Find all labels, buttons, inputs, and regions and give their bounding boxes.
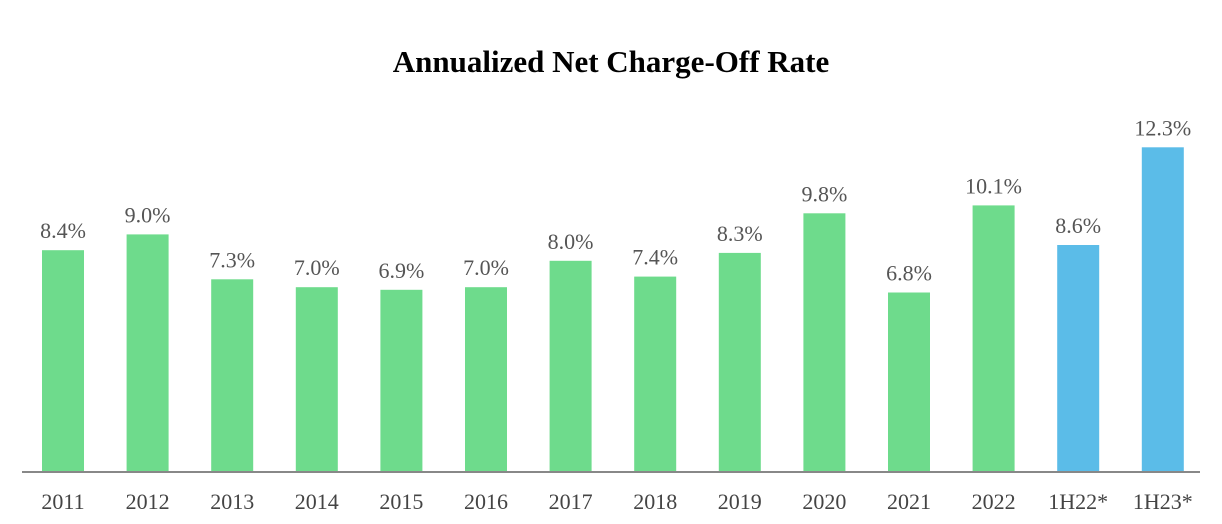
data-label: 9.0%: [125, 202, 171, 227]
x-tick-label: 2013: [210, 489, 254, 514]
bar-2014: [295, 287, 338, 472]
bar-2018: [634, 276, 677, 472]
bar-2017: [549, 260, 592, 472]
bar-2013: [211, 279, 254, 472]
x-tick-label: 2015: [379, 489, 423, 514]
data-label: 10.1%: [965, 173, 1022, 198]
data-label: 8.0%: [548, 229, 594, 254]
x-tick-label: 1H23*: [1133, 489, 1193, 514]
bar-2022: [972, 205, 1015, 472]
x-tick-label: 2020: [802, 489, 846, 514]
data-label: 12.3%: [1134, 115, 1191, 140]
x-tick-label: 2011: [41, 489, 84, 514]
bar-2015: [380, 289, 423, 472]
bar-2021: [888, 292, 930, 472]
data-label: 7.3%: [209, 247, 255, 272]
bar-2016: [465, 287, 507, 472]
data-label: 7.4%: [632, 245, 678, 270]
x-tick-label: 2017: [549, 489, 593, 514]
bar-1h23: [1141, 147, 1184, 473]
x-tick-label: 1H22*: [1048, 489, 1108, 514]
chart-title: Annualized Net Charge-Off Rate: [392, 44, 830, 79]
bar-2020: [803, 213, 846, 473]
bar-2012: [126, 234, 169, 472]
x-tick-label: 2018: [633, 489, 677, 514]
bar-2011: [42, 250, 84, 472]
bar-1h22: [1057, 245, 1100, 472]
data-label: 8.3%: [717, 221, 763, 246]
x-tick-label: 2019: [718, 489, 762, 514]
data-label: 8.4%: [40, 218, 86, 243]
x-tick-label: 2021: [887, 489, 931, 514]
x-tick-label: 2016: [464, 489, 508, 514]
x-tick-label: 2012: [126, 489, 170, 514]
x-tick-label: 2022: [972, 489, 1016, 514]
data-label: 8.6%: [1055, 213, 1101, 238]
data-label: 7.0%: [294, 255, 340, 280]
x-tick-label: 2014: [295, 489, 339, 514]
data-label: 6.8%: [886, 261, 932, 286]
bar-2019: [718, 252, 761, 472]
data-label: 7.0%: [463, 255, 509, 280]
data-label: 6.9%: [378, 258, 424, 283]
data-label: 9.8%: [801, 181, 847, 206]
